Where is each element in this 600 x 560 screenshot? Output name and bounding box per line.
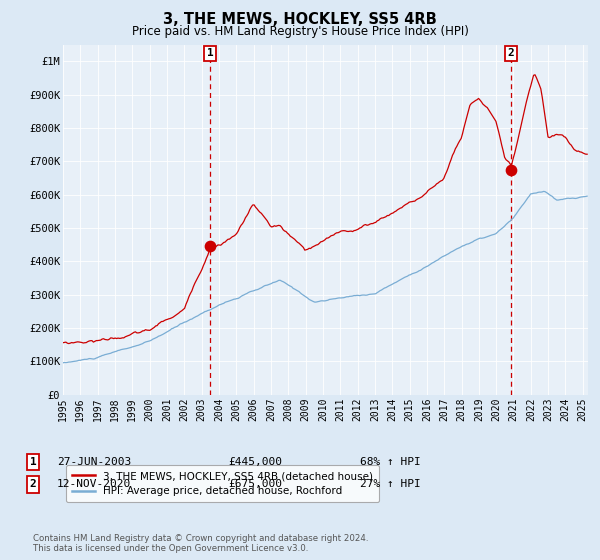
Text: 3, THE MEWS, HOCKLEY, SS5 4RB: 3, THE MEWS, HOCKLEY, SS5 4RB	[163, 12, 437, 27]
Point	[506, 165, 516, 174]
Text: £445,000: £445,000	[228, 457, 282, 467]
Point	[205, 242, 215, 251]
Text: 12-NOV-2020: 12-NOV-2020	[57, 479, 131, 489]
Legend: 3, THE MEWS, HOCKLEY, SS5 4RB (detached house), HPI: Average price, detached hou: 3, THE MEWS, HOCKLEY, SS5 4RB (detached …	[65, 465, 379, 502]
Text: Price paid vs. HM Land Registry's House Price Index (HPI): Price paid vs. HM Land Registry's House …	[131, 25, 469, 38]
Text: 2: 2	[508, 48, 515, 58]
Text: 1: 1	[207, 48, 214, 58]
Text: 68% ↑ HPI: 68% ↑ HPI	[360, 457, 421, 467]
Text: 1: 1	[29, 457, 37, 467]
Text: 2: 2	[29, 479, 37, 489]
Text: £675,000: £675,000	[228, 479, 282, 489]
Text: Contains HM Land Registry data © Crown copyright and database right 2024.
This d: Contains HM Land Registry data © Crown c…	[33, 534, 368, 553]
Text: 27-JUN-2003: 27-JUN-2003	[57, 457, 131, 467]
Text: 27% ↑ HPI: 27% ↑ HPI	[360, 479, 421, 489]
